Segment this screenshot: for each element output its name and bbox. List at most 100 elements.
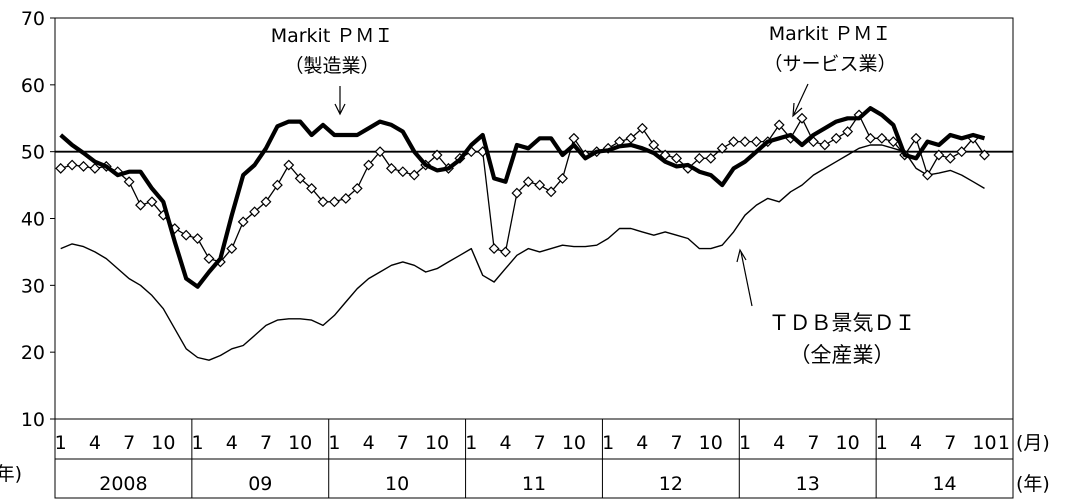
y-tick-label: 10 [21, 409, 45, 431]
month-tick-label: 7 [397, 432, 409, 454]
service-pmi-point [192, 233, 204, 244]
service-pmi-point [374, 146, 386, 158]
service-pmi-point [739, 136, 751, 148]
service-pmi-point [328, 196, 340, 208]
service-pmi-point [796, 112, 808, 124]
service-pmi-label-2: （サービス業） [763, 53, 896, 75]
service-pmi-point [271, 179, 283, 191]
month-tick-label: 4 [773, 432, 785, 454]
plot-area [54, 17, 1014, 499]
service-pmi-point [351, 182, 363, 194]
service-pmi-point [317, 196, 329, 208]
service-pmi-point [500, 246, 511, 258]
series-annotations: Markit ＰＭＩ （製造業） Markit ＰＭＩ （サービス業） ＴＤＢ景気ＤＩ （… [271, 23, 916, 367]
series-line-0 [59, 106, 986, 289]
month-tick-label: 1 [876, 432, 888, 454]
y-tick-label: 40 [21, 209, 45, 231]
y-tick-label: 20 [21, 342, 45, 364]
service-pmi-point [385, 162, 397, 174]
service-pmi-point [716, 142, 728, 154]
month-tick-label: 7 [944, 432, 956, 454]
month-tick-label: 10 [151, 432, 175, 454]
service-pmi-point [534, 179, 546, 191]
month-tick-label: 1 [55, 432, 67, 454]
service-pmi-point [545, 186, 557, 198]
service-pmi-point [488, 243, 500, 255]
y-tick-label: 70 [21, 8, 45, 30]
service-pmi-point [203, 253, 215, 265]
service-pmi-point [728, 136, 740, 148]
month-tick-label-last: 1 [998, 432, 1010, 454]
service-pmi-point [773, 119, 785, 131]
year-label: 14 [932, 473, 956, 495]
service-pmi-point [568, 132, 580, 144]
tdb-di-label-2: （全産業） [790, 343, 895, 367]
service-pmi-point [511, 187, 523, 199]
service-pmi-point [135, 199, 146, 211]
year-unit-left-label: 年) [0, 463, 22, 485]
service-pmi-point [956, 146, 968, 158]
y-tick-label: 50 [21, 142, 45, 164]
month-tick-label: 4 [636, 432, 648, 454]
service-pmi-point [146, 196, 158, 208]
month-tick-label: 1 [192, 432, 204, 454]
service-pmi-point [557, 172, 568, 184]
y-axis: 10 20 30 40 50 60 70 [21, 8, 55, 431]
service-pmi-point [260, 196, 272, 208]
service-pmi-point [648, 139, 660, 151]
service-pmi-point [705, 152, 717, 164]
service-pmi-point [180, 229, 192, 241]
service-pmi-point [625, 132, 637, 144]
month-tick-label: 1 [602, 432, 614, 454]
manufacturing-pmi-arrowhead [334, 103, 346, 116]
service-pmi-point [306, 182, 318, 194]
service-pmi-point [237, 216, 249, 228]
month-tick-label: 7 [260, 432, 272, 454]
series-line-1 [60, 114, 986, 263]
service-pmi-point [887, 136, 899, 148]
manufacturing-pmi-label-1: Markit ＰＭＩ [271, 25, 394, 47]
service-pmi-point [408, 169, 420, 181]
service-pmi-point [750, 136, 762, 148]
year-label: 2008 [99, 473, 147, 495]
service-pmi-point [226, 243, 238, 255]
service-pmi-point [922, 169, 933, 181]
service-pmi-point [283, 159, 295, 171]
service-pmi-point [66, 159, 78, 171]
service-pmi-arrow [793, 83, 809, 115]
month-tick-label: 10 [425, 432, 449, 454]
service-pmi-point [864, 132, 876, 144]
service-pmi-point [397, 166, 409, 178]
manufacturing-pmi-label-2: （製造業） [284, 55, 379, 77]
year-label: 13 [796, 473, 820, 495]
tdb-di-label-1: ＴＤＢ景気ＤＩ [769, 311, 916, 335]
tdb-di-arrowhead [736, 248, 747, 263]
y-tick-label: 30 [21, 275, 45, 297]
series-line-2 [60, 144, 985, 361]
service-pmi-point [693, 152, 705, 164]
service-pmi-point [876, 132, 888, 144]
service-pmi-point [431, 149, 443, 161]
month-tick-label: 4 [363, 432, 375, 454]
service-pmi-point [910, 132, 922, 144]
month-tick-label: 10 [562, 432, 586, 454]
month-unit-label: (月) [1016, 432, 1050, 454]
service-pmi-point [340, 193, 352, 204]
year-label: 12 [659, 473, 683, 495]
service-pmi-point [842, 126, 854, 138]
month-tick-label: 4 [226, 432, 238, 454]
month-tick-label: 1 [328, 432, 340, 454]
month-tick-label: 7 [807, 432, 819, 454]
month-tick-label: 7 [123, 432, 135, 454]
service-pmi-point [363, 159, 375, 171]
service-pmi-label-1: Markit ＰＭＩ [769, 23, 892, 45]
service-pmi-point [944, 152, 956, 164]
year-label: 09 [248, 473, 272, 495]
service-pmi-point [636, 122, 648, 134]
service-pmi-point [294, 172, 306, 184]
service-pmi-point [123, 176, 135, 188]
service-pmi-point [671, 152, 683, 164]
year-unit-label: (年) [1016, 473, 1050, 495]
plot-frame [54, 17, 1014, 499]
